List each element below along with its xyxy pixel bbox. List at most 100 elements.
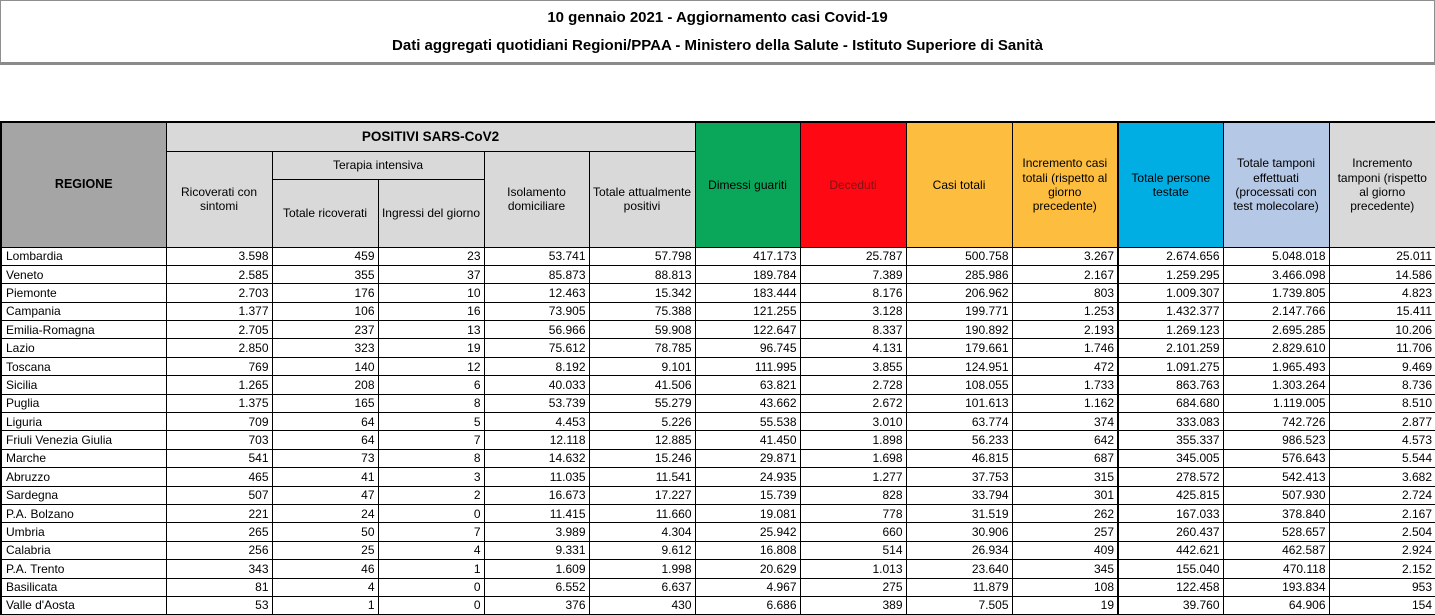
cell-incremento-casi-totali: 374 bbox=[1011, 412, 1119, 432]
cell-dimessi-guariti: 55.538 bbox=[694, 412, 801, 432]
cell-incremento-casi-totali: 108 bbox=[1011, 577, 1119, 597]
cell-casi-totali: 190.892 bbox=[905, 320, 1013, 340]
cell-dimessi-guariti: 29.871 bbox=[694, 448, 801, 469]
column-header-deceduti: Deceduti bbox=[799, 121, 907, 248]
cell-terapia-ingressi-del-giorno: 16 bbox=[377, 301, 485, 322]
cell-totale-tamponi-effettuati: 193.834 bbox=[1222, 577, 1330, 597]
cell-deceduti: 1.698 bbox=[799, 448, 907, 469]
table-row: P.A. Bolzano 221 24 0 11.415 11.660 19.081 778 3… bbox=[0, 503, 1435, 524]
cell-deceduti: 8.337 bbox=[799, 320, 907, 340]
cell-terapia-ingressi-del-giorno: 13 bbox=[377, 320, 485, 340]
region-name: Abruzzo bbox=[0, 467, 167, 487]
cell-incremento-casi-totali: 19 bbox=[1011, 595, 1119, 615]
cell-totale-attualmente-positivi: 1.998 bbox=[588, 559, 696, 579]
cell-deceduti: 1.013 bbox=[799, 559, 907, 579]
cell-totale-attualmente-positivi: 88.813 bbox=[588, 264, 696, 285]
cell-totale-attualmente-positivi: 17.227 bbox=[588, 485, 696, 505]
cell-totale-persone-testate: 863.763 bbox=[1117, 375, 1224, 395]
cell-deceduti: 2.672 bbox=[799, 393, 907, 414]
cell-dimessi-guariti: 6.686 bbox=[694, 595, 801, 615]
document-title: 10 gennaio 2021 - Aggiornamento casi Cov… bbox=[547, 9, 888, 26]
cell-terapia-ingressi-del-giorno: 4 bbox=[377, 540, 485, 561]
cell-totale-attualmente-positivi: 15.342 bbox=[588, 283, 696, 303]
cell-casi-totali: 23.640 bbox=[905, 559, 1013, 579]
region-name: Piemonte bbox=[0, 283, 167, 303]
cell-dimessi-guariti: 96.745 bbox=[694, 338, 801, 358]
cell-totale-attualmente-positivi: 78.785 bbox=[588, 338, 696, 358]
cell-terapia-ingressi-del-giorno: 5 bbox=[377, 412, 485, 432]
column-header-ricoverati-con-sintomi: Ricoverati con sintomi bbox=[165, 150, 273, 248]
cell-deceduti: 3.128 bbox=[799, 301, 907, 322]
cell-isolamento-domiciliare: 8.192 bbox=[483, 356, 590, 377]
table-row: Puglia 1.375 165 8 53.739 55.279 43.662 2.672 10… bbox=[0, 393, 1435, 414]
cell-casi-totali: 37.753 bbox=[905, 467, 1013, 487]
cell-deceduti: 3.010 bbox=[799, 412, 907, 432]
cell-totale-attualmente-positivi: 5.226 bbox=[588, 412, 696, 432]
cell-casi-totali: 101.613 bbox=[905, 393, 1013, 414]
region-name: Lombardia bbox=[0, 246, 167, 266]
cell-terapia-ingressi-del-giorno: 7 bbox=[377, 430, 485, 450]
cell-terapia-ingressi-del-giorno: 12 bbox=[377, 356, 485, 377]
cell-isolamento-domiciliare: 53.739 bbox=[483, 393, 590, 414]
cell-totale-persone-testate: 1.091.275 bbox=[1117, 356, 1224, 377]
region-name: Basilicata bbox=[0, 577, 167, 597]
cell-casi-totali: 500.758 bbox=[905, 246, 1013, 266]
cell-incremento-tamponi: 2.724 bbox=[1328, 485, 1435, 505]
cell-totale-attualmente-positivi: 59.908 bbox=[588, 320, 696, 340]
cell-deceduti: 660 bbox=[799, 522, 907, 542]
cell-totale-tamponi-effettuati: 5.048.018 bbox=[1222, 246, 1330, 266]
table-row: Abruzzo 465 41 3 11.035 11.541 24.935 1.277 37.7… bbox=[0, 467, 1435, 487]
cell-deceduti: 8.176 bbox=[799, 283, 907, 303]
cell-isolamento-domiciliare: 40.033 bbox=[483, 375, 590, 395]
cell-dimessi-guariti: 189.784 bbox=[694, 264, 801, 285]
cell-casi-totali: 108.055 bbox=[905, 375, 1013, 395]
cell-deceduti: 2.728 bbox=[799, 375, 907, 395]
cell-ricoverati-con-sintomi: 265 bbox=[165, 522, 273, 542]
cell-dimessi-guariti: 121.255 bbox=[694, 301, 801, 322]
covid-data-table: REGIONE POSITIVI SARS-CoV2 Dimessi guari… bbox=[0, 121, 1435, 615]
region-name: Campania bbox=[0, 301, 167, 322]
cell-totale-attualmente-positivi: 9.612 bbox=[588, 540, 696, 561]
column-header-ingressi-del-giorno: Ingressi del giorno bbox=[377, 178, 485, 248]
cell-isolamento-domiciliare: 3.989 bbox=[483, 522, 590, 542]
cell-totale-tamponi-effettuati: 1.303.264 bbox=[1222, 375, 1330, 395]
cell-ricoverati-con-sintomi: 2.585 bbox=[165, 264, 273, 285]
cell-incremento-tamponi: 2.877 bbox=[1328, 412, 1435, 432]
cell-incremento-casi-totali: 301 bbox=[1011, 485, 1119, 505]
cell-totale-persone-testate: 278.572 bbox=[1117, 467, 1224, 487]
cell-incremento-tamponi: 10.206 bbox=[1328, 320, 1435, 340]
cell-ricoverati-con-sintomi: 81 bbox=[165, 577, 273, 597]
cell-casi-totali: 7.505 bbox=[905, 595, 1013, 615]
region-name: Calabria bbox=[0, 540, 167, 561]
cell-isolamento-domiciliare: 75.612 bbox=[483, 338, 590, 358]
cell-terapia-ingressi-del-giorno: 1 bbox=[377, 559, 485, 579]
region-name: Veneto bbox=[0, 264, 167, 285]
cell-totale-tamponi-effettuati: 470.118 bbox=[1222, 559, 1330, 579]
cell-totale-tamponi-effettuati: 378.840 bbox=[1222, 503, 1330, 524]
cell-totale-tamponi-effettuati: 2.695.285 bbox=[1222, 320, 1330, 340]
cell-totale-tamponi-effettuati: 986.523 bbox=[1222, 430, 1330, 450]
cell-ricoverati-con-sintomi: 1.265 bbox=[165, 375, 273, 395]
cell-terapia-totale-ricoverati: 355 bbox=[271, 264, 379, 285]
cell-isolamento-domiciliare: 9.331 bbox=[483, 540, 590, 561]
table-row: Lombardia 3.598 459 23 53.741 57.798 417.173 25… bbox=[0, 246, 1435, 266]
cell-terapia-ingressi-del-giorno: 0 bbox=[377, 577, 485, 597]
cell-totale-tamponi-effettuati: 542.413 bbox=[1222, 467, 1330, 487]
cell-ricoverati-con-sintomi: 541 bbox=[165, 448, 273, 469]
cell-incremento-casi-totali: 803 bbox=[1011, 283, 1119, 303]
cell-isolamento-domiciliare: 12.463 bbox=[483, 283, 590, 303]
cell-incremento-tamponi: 25.011 bbox=[1328, 246, 1435, 266]
cell-totale-tamponi-effettuati: 1.739.805 bbox=[1222, 283, 1330, 303]
cell-incremento-casi-totali: 409 bbox=[1011, 540, 1119, 561]
cell-incremento-tamponi: 2.504 bbox=[1328, 522, 1435, 542]
cell-isolamento-domiciliare: 4.453 bbox=[483, 412, 590, 432]
cell-ricoverati-con-sintomi: 3.598 bbox=[165, 246, 273, 266]
table-body: Lombardia 3.598 459 23 53.741 57.798 417.173 25… bbox=[0, 246, 1435, 615]
cell-isolamento-domiciliare: 16.673 bbox=[483, 485, 590, 505]
cell-terapia-totale-ricoverati: 46 bbox=[271, 559, 379, 579]
cell-incremento-tamponi: 2.924 bbox=[1328, 540, 1435, 561]
column-header-casi-totali: Casi totali bbox=[905, 121, 1013, 248]
cell-casi-totali: 26.934 bbox=[905, 540, 1013, 561]
cell-totale-persone-testate: 333.083 bbox=[1117, 412, 1224, 432]
cell-ricoverati-con-sintomi: 256 bbox=[165, 540, 273, 561]
